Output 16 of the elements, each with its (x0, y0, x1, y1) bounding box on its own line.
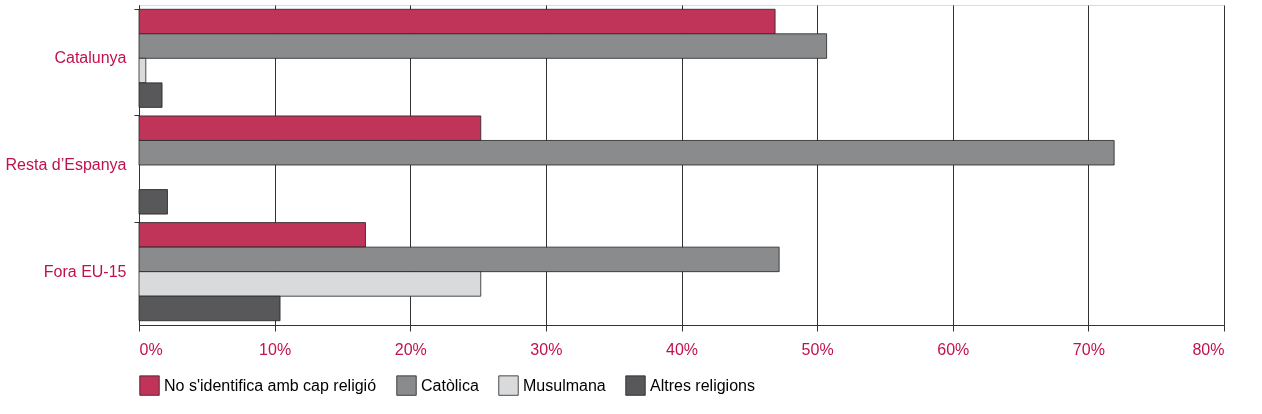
x-tick-label: 70% (1072, 340, 1105, 358)
x-tick-label: 80% (1192, 340, 1225, 358)
x-tick-label: 40% (665, 340, 699, 358)
x-tick-label: 10% (259, 340, 292, 358)
x-tick-label: 20% (394, 340, 427, 358)
y-tick-label: Resta d’Espanya (5, 156, 127, 173)
x-tick-label: 0% (139, 340, 163, 358)
legend-label: No s'identifica amb cap religió (164, 376, 377, 394)
x-tick-label: 50% (801, 340, 834, 358)
y-tick-label: Fora EU-15 (43, 262, 127, 280)
y-tick-label: Catalunya (54, 49, 127, 67)
legend-label: Altres religions (650, 376, 755, 394)
x-tick-label: 60% (937, 340, 970, 358)
legend-label: Catòlica (421, 376, 479, 394)
legend-label: Musulmana (523, 376, 606, 394)
x-tick-label: 30% (530, 340, 563, 358)
